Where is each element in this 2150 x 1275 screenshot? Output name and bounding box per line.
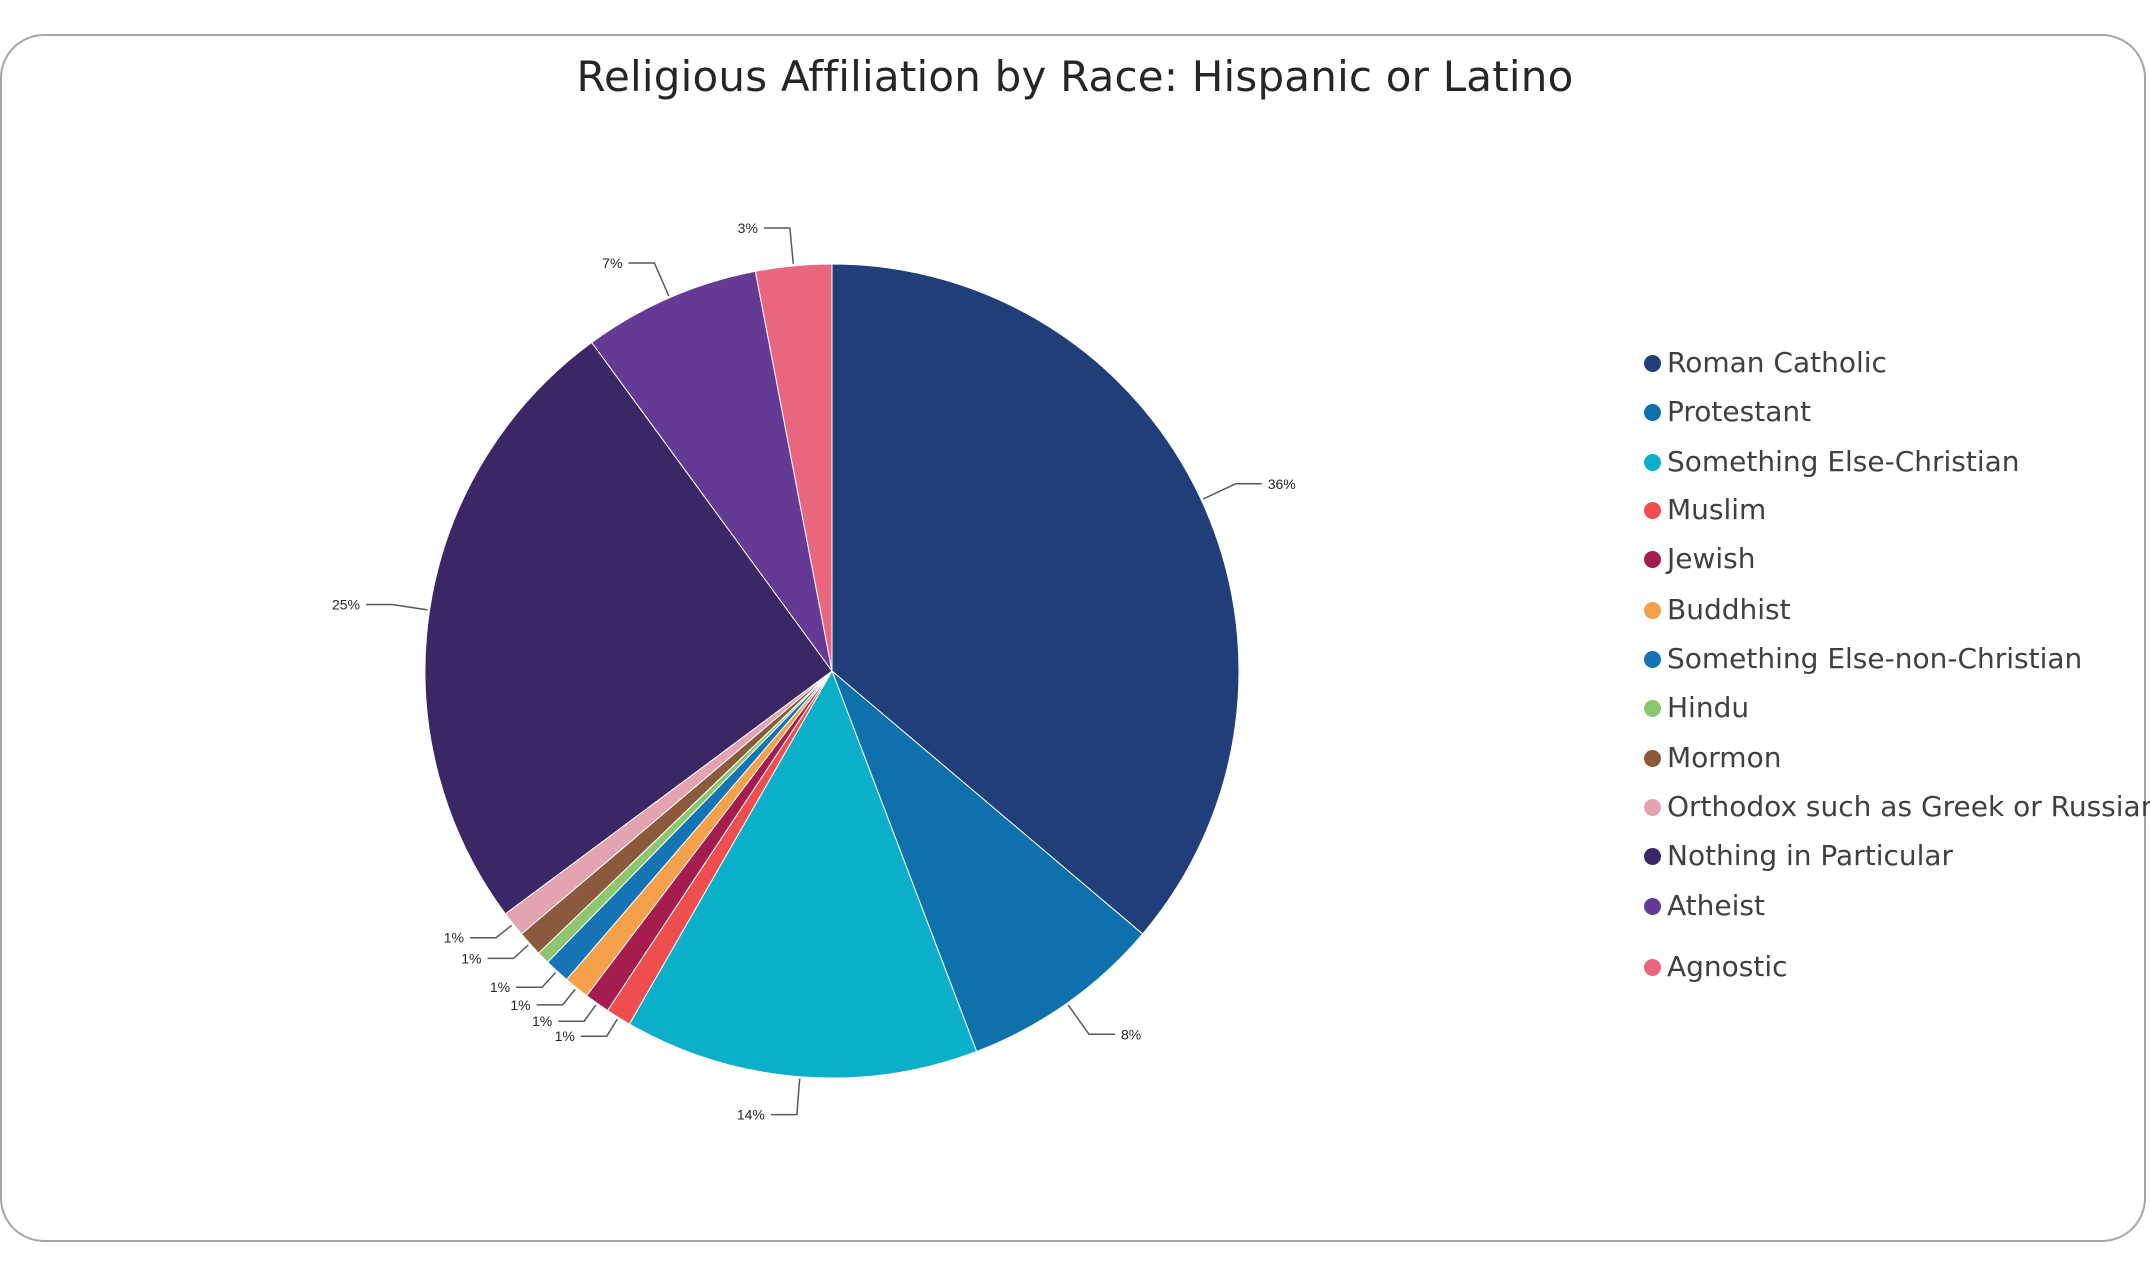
- data-label-protestant: 8%: [1121, 1026, 1141, 1042]
- data-label-roman-catholic: 36%: [1268, 476, 1296, 492]
- leader-line-something-else-christian: [770, 1078, 801, 1116]
- leader-line-jewish: [558, 1004, 597, 1022]
- data-label-something-else-christian: 14%: [737, 1107, 765, 1123]
- leader-line-buddhist: [536, 988, 576, 1006]
- leader-line-muslim: [580, 1018, 618, 1037]
- legend-label: Protestant: [1667, 395, 1812, 428]
- chart-title: Religious Affiliation by Race: Hispanic …: [576, 52, 1574, 101]
- pie-slice-agnostic: [754, 263, 833, 672]
- legend-label: Nothing in Particular: [1667, 839, 1954, 872]
- legend-label: Atheist: [1667, 889, 1765, 922]
- leader-line-protestant: [1067, 1004, 1115, 1036]
- data-label-something-else-non-christian: 1%: [490, 979, 510, 995]
- leader-line-agnostic: [763, 227, 795, 264]
- pie-slice-roman-catholic: [831, 263, 1240, 935]
- legend-label: Jewish: [1667, 542, 1756, 575]
- legend-swatch: [1644, 750, 1661, 767]
- legend-swatch: [1644, 551, 1661, 568]
- legend-label: Roman Catholic: [1667, 346, 1887, 379]
- legend-label: Buddhist: [1667, 593, 1791, 626]
- legend-swatch: [1644, 898, 1661, 915]
- pie-slice-atheist: [591, 270, 833, 672]
- pie-slice-nothing-in-particular: [424, 341, 833, 915]
- legend-label: Something Else-non-Christian: [1667, 642, 2083, 675]
- leader-line-something-else-non-christian: [516, 971, 557, 988]
- legend-label: Muslim: [1667, 493, 1767, 526]
- legend-swatch: [1644, 959, 1661, 976]
- legend-label: Hindu: [1667, 691, 1750, 724]
- legend-swatch: [1644, 454, 1661, 471]
- data-label-nothing-in-particular: 25%: [332, 597, 360, 613]
- data-label-jewish: 1%: [532, 1013, 552, 1029]
- legend-label: Orthodox such as Greek or Russian: [1667, 790, 2150, 823]
- data-label-muslim: 1%: [555, 1028, 575, 1044]
- data-label-mormon: 1%: [461, 950, 481, 966]
- data-label-agnostic: 3%: [738, 220, 758, 236]
- legend-swatch: [1644, 651, 1661, 668]
- legend-label: Something Else-Christian: [1667, 445, 2020, 478]
- legend-swatch: [1644, 502, 1661, 519]
- leader-line-orthodox-such-as-greek-or-russian: [470, 924, 513, 939]
- legend-swatch: [1644, 404, 1661, 421]
- legend-label: Agnostic: [1667, 950, 1788, 983]
- legend-swatch: [1644, 355, 1661, 372]
- legend-swatch: [1644, 602, 1661, 619]
- legend-swatch: [1644, 799, 1661, 816]
- pie-slice-protestant: [831, 670, 1144, 1053]
- legend-swatch: [1644, 700, 1661, 717]
- pie-slice-something-else-christian: [628, 669, 978, 1079]
- data-label-buddhist: 1%: [510, 997, 530, 1013]
- data-label-atheist: 7%: [602, 255, 622, 271]
- leader-line-roman-catholic: [1202, 483, 1262, 500]
- legend-swatch: [1644, 848, 1661, 865]
- legend-label: Mormon: [1667, 741, 1782, 774]
- leader-line-mormon: [487, 944, 529, 960]
- data-label-orthodox-such-as-greek-or-russian: 1%: [444, 930, 464, 946]
- leader-line-atheist: [628, 262, 670, 297]
- leader-line-nothing-in-particular: [366, 603, 428, 611]
